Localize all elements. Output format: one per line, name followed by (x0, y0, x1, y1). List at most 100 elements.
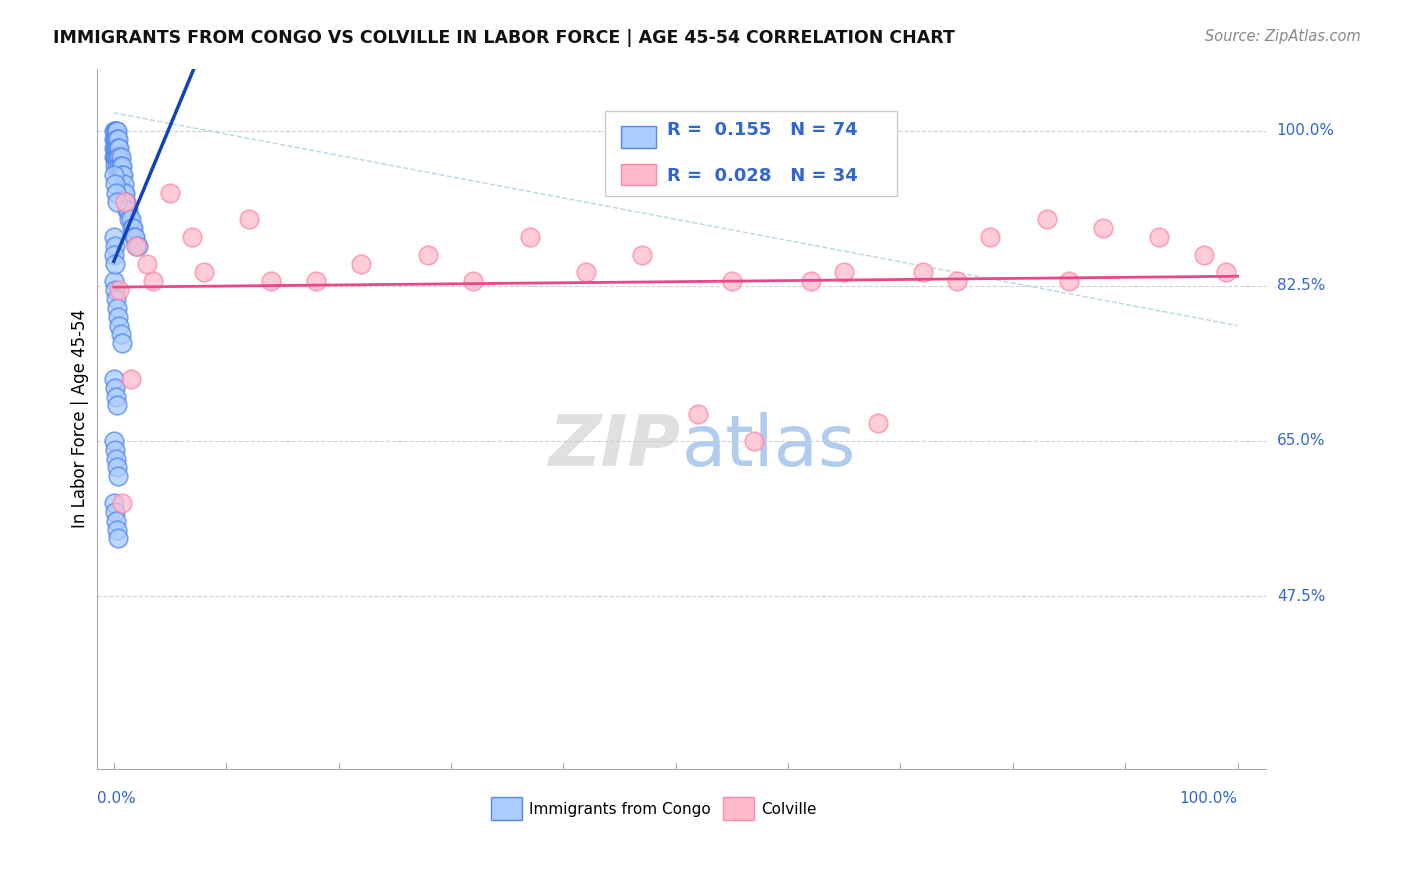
Text: R =  0.155   N = 74: R = 0.155 N = 74 (668, 121, 858, 139)
Point (105, 186, 128, 200)
Point (305, 274, 328, 288)
Point (104, 159, 127, 173)
Point (107, 532, 129, 546)
Point (105, 123, 128, 137)
Point (193, 265, 215, 279)
Point (107, 310, 129, 324)
Point (418, 248, 440, 262)
Point (110, 150, 132, 164)
Point (105, 132, 128, 146)
Point (103, 274, 125, 288)
Point (103, 230, 125, 244)
Point (104, 381, 127, 395)
Point (103, 372, 125, 386)
Point (1057, 274, 1080, 288)
Point (744, 434, 766, 448)
Point (118, 212, 141, 227)
Point (105, 460, 128, 475)
Point (120, 372, 142, 386)
Point (111, 336, 134, 351)
Text: atlas: atlas (682, 412, 856, 481)
Point (104, 123, 127, 137)
Point (111, 496, 134, 510)
Point (112, 186, 135, 200)
Point (105, 132, 128, 146)
Point (107, 141, 129, 155)
Point (108, 159, 131, 173)
Point (181, 230, 204, 244)
Point (104, 239, 127, 253)
Point (105, 514, 128, 528)
Point (105, 141, 128, 155)
Text: IMMIGRANTS FROM CONGO VS COLVILLE IN LABOR FORCE | AGE 45-54 CORRELATION CHART: IMMIGRANTS FROM CONGO VS COLVILLE IN LAB… (53, 29, 955, 46)
Point (688, 407, 710, 421)
Point (125, 239, 148, 253)
Point (260, 274, 283, 288)
Point (103, 150, 125, 164)
Point (105, 390, 128, 404)
Point (121, 221, 143, 235)
Bar (620, 126, 655, 148)
Text: Source: ZipAtlas.com: Source: ZipAtlas.com (1205, 29, 1361, 44)
Point (104, 141, 127, 155)
Point (105, 398, 128, 412)
Point (111, 168, 134, 182)
Point (105, 150, 128, 164)
Point (112, 177, 135, 191)
Point (911, 265, 934, 279)
Text: R =  0.028   N = 34: R = 0.028 N = 34 (668, 168, 858, 186)
Point (159, 186, 181, 200)
Point (122, 230, 145, 244)
Point (114, 194, 136, 209)
Text: 100.0%: 100.0% (1180, 791, 1237, 806)
Point (117, 203, 139, 218)
Point (105, 451, 128, 466)
Point (108, 141, 131, 155)
Text: 100.0%: 100.0% (1277, 123, 1334, 138)
Text: 65.0%: 65.0% (1277, 434, 1326, 449)
Point (1147, 230, 1170, 244)
Point (104, 132, 127, 146)
Point (114, 194, 136, 209)
Point (114, 186, 136, 200)
Point (107, 469, 129, 483)
Point (115, 194, 138, 209)
Point (103, 168, 125, 182)
Point (142, 274, 165, 288)
Point (945, 274, 967, 288)
Text: 47.5%: 47.5% (1277, 589, 1324, 604)
Point (124, 230, 146, 244)
Bar (620, 164, 655, 186)
Point (107, 132, 129, 146)
Point (104, 177, 127, 191)
Point (104, 283, 127, 297)
Point (1192, 248, 1215, 262)
Point (721, 274, 744, 288)
Point (127, 239, 149, 253)
Point (111, 159, 134, 173)
Point (104, 442, 127, 457)
Text: Immigrants from Congo: Immigrants from Congo (530, 802, 711, 816)
Point (799, 274, 821, 288)
Point (125, 239, 148, 253)
Point (111, 168, 134, 182)
Point (105, 523, 128, 537)
Point (104, 256, 127, 270)
Point (103, 248, 125, 262)
Point (105, 292, 128, 306)
Point (1035, 212, 1057, 227)
Point (105, 194, 128, 209)
Point (1215, 265, 1237, 279)
Point (103, 132, 125, 146)
Point (120, 212, 142, 227)
Text: 82.5%: 82.5% (1277, 278, 1324, 293)
Point (832, 265, 855, 279)
Point (519, 230, 541, 244)
Y-axis label: In Labor Force | Age 45-54: In Labor Force | Age 45-54 (72, 310, 89, 528)
Point (117, 203, 139, 218)
Point (110, 327, 132, 342)
Point (105, 123, 128, 137)
Text: 0.0%: 0.0% (97, 791, 135, 806)
Point (103, 123, 125, 137)
Point (108, 318, 131, 333)
